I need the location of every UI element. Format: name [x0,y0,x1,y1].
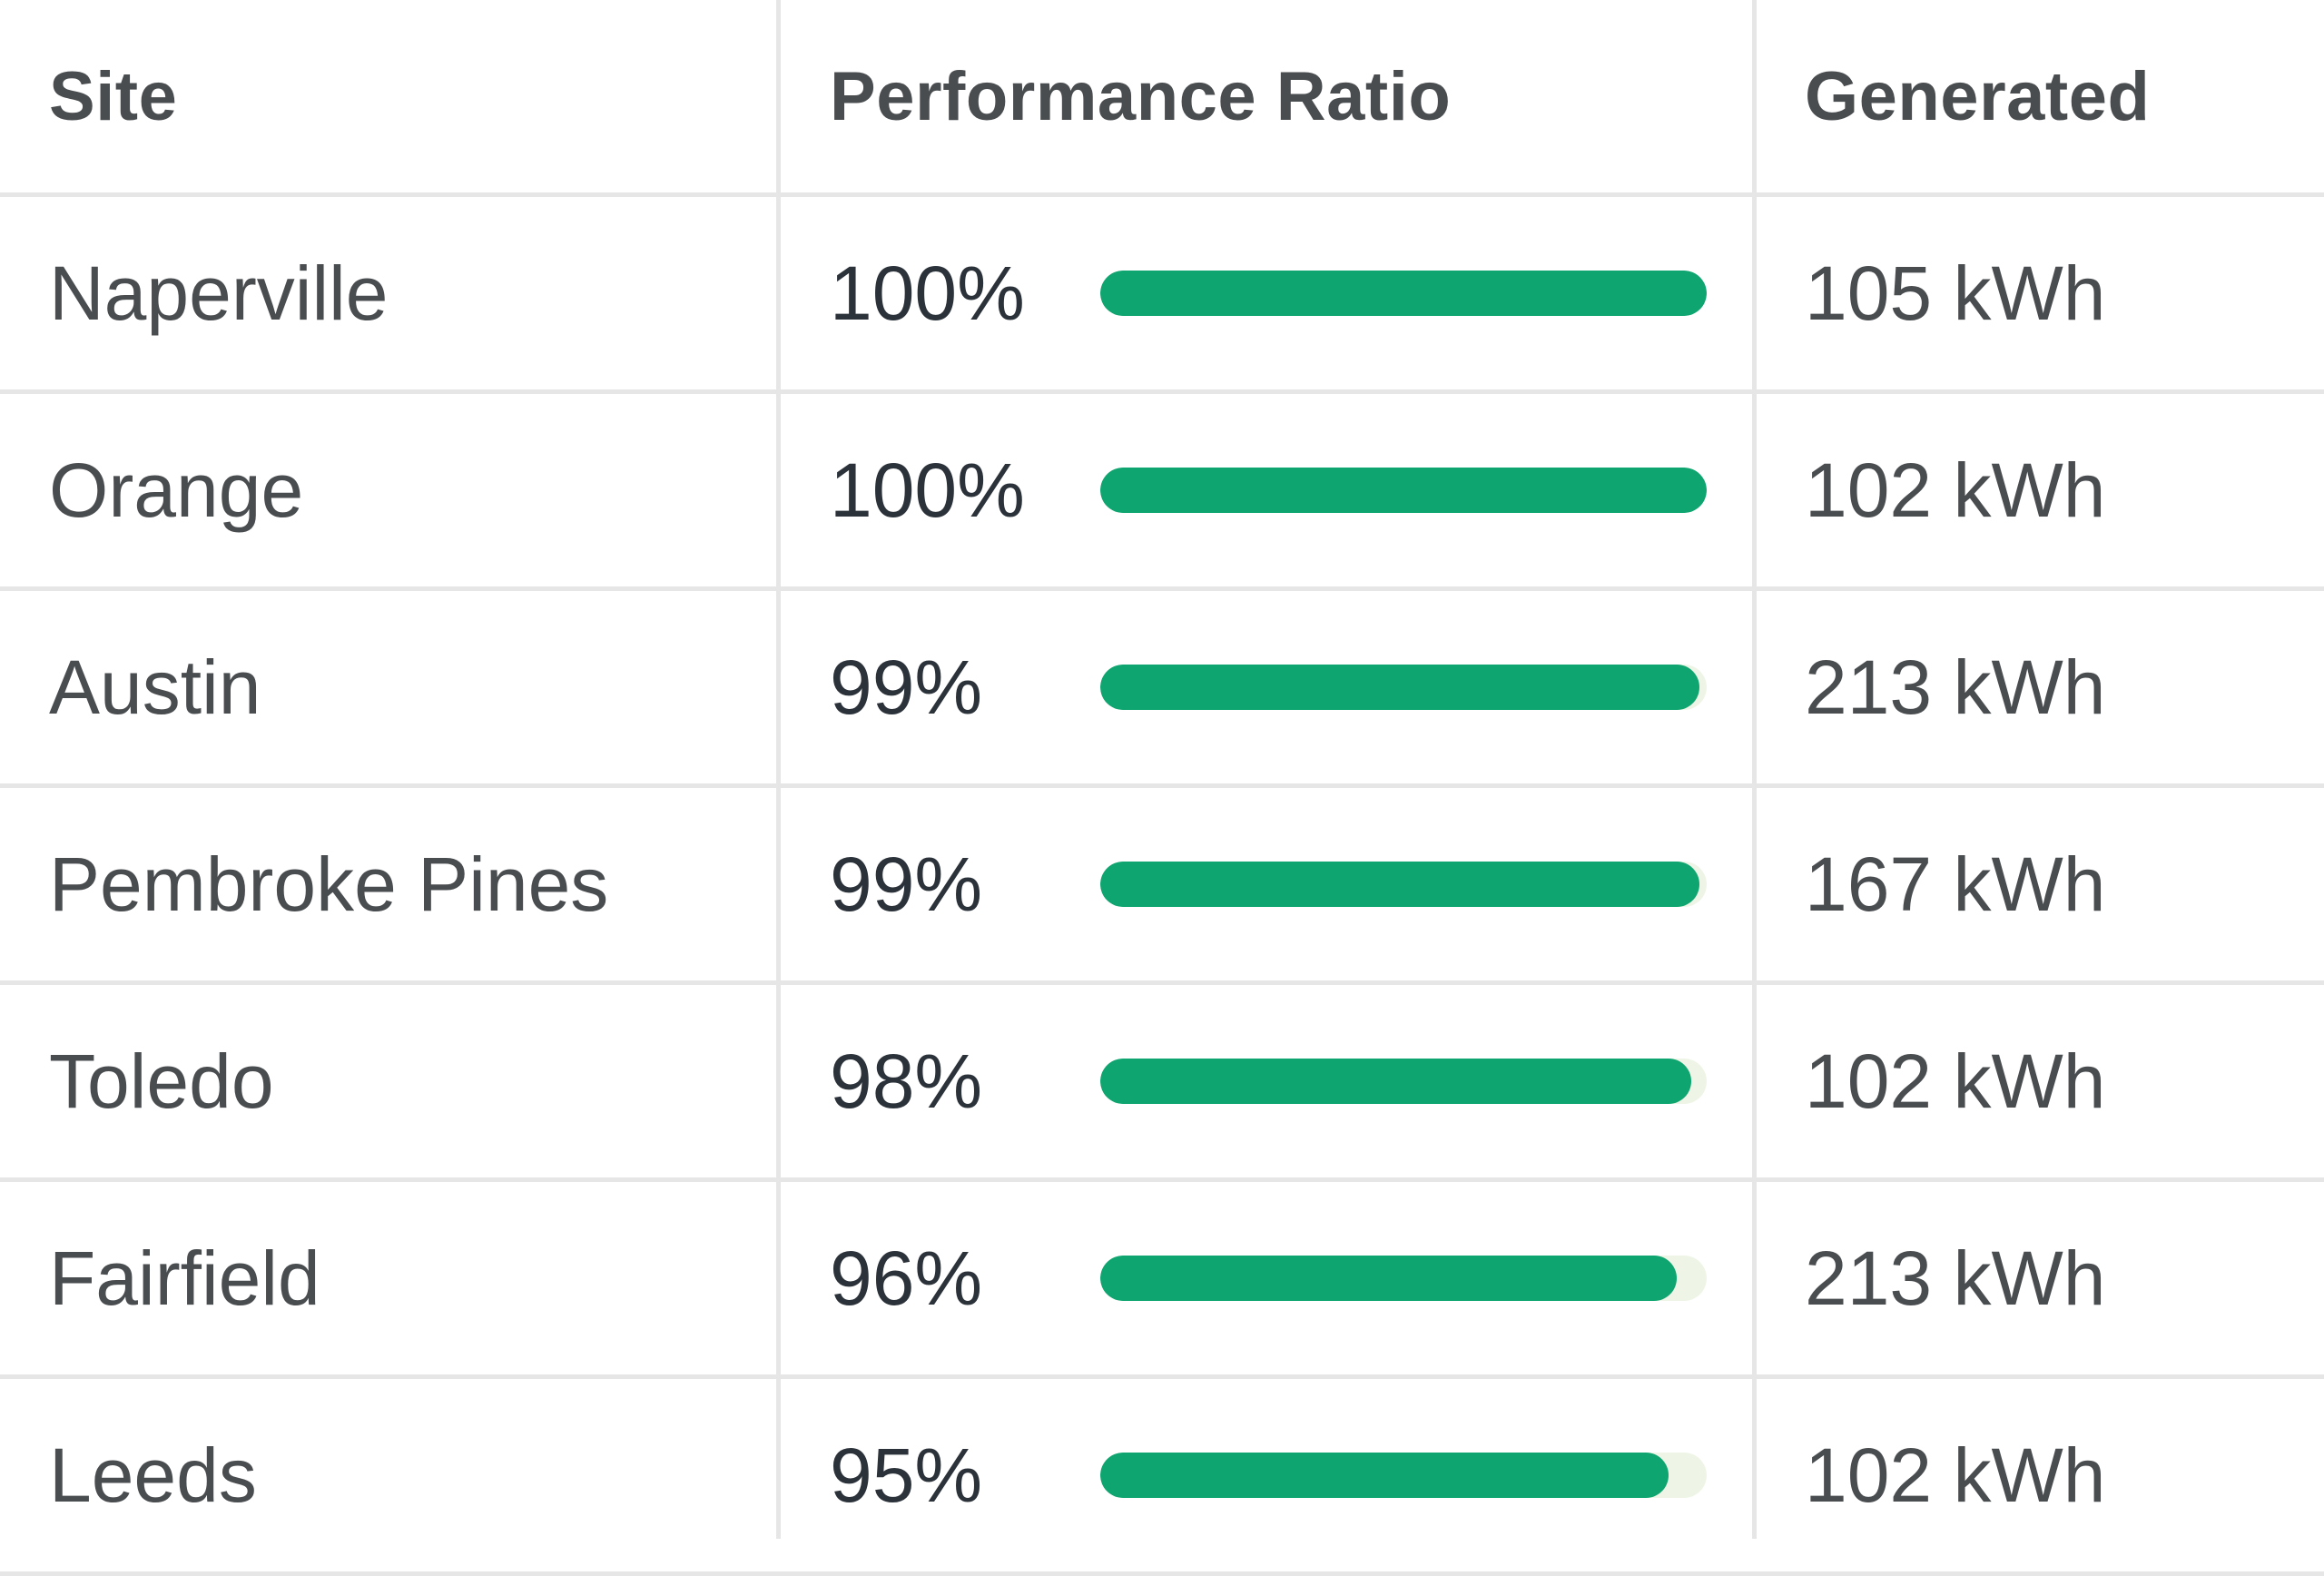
performance-bar-fill [1100,1256,1677,1301]
performance-bar-track [1100,665,1707,710]
performance-bar-fill [1100,1453,1669,1498]
generated-cell: 105 kWh [1805,250,2106,336]
performance-bar-track [1100,271,1707,316]
generated-cell: 102 kWh [1805,1038,2106,1124]
site-cell: Pembroke Pines [49,841,609,927]
table-row[interactable]: Pembroke Pines 99% 167 kWh [0,788,2324,985]
column-header-site[interactable]: Site [49,57,178,135]
column-divider [776,0,781,1539]
site-cell: Leeds [49,1432,257,1518]
site-cell: Naperville [49,250,389,336]
performance-ratio-value: 95% [830,1432,983,1518]
site-cell: Fairfield [49,1235,320,1321]
generated-cell: 167 kWh [1805,841,2106,927]
performance-ratio-value: 96% [830,1235,983,1321]
performance-bar-track [1100,1256,1707,1301]
performance-bar-track [1100,1059,1707,1104]
table-row[interactable]: Orange 100% 102 kWh [0,394,2324,591]
table-header-row: Site Performance Ratio Generated [0,0,2324,197]
performance-bar-track [1100,468,1707,513]
generated-cell: 213 kWh [1805,1235,2106,1321]
site-cell: Toledo [49,1038,274,1124]
performance-cell: 96% [781,1182,1752,1374]
table-row[interactable]: Toledo 98% 102 kWh [0,985,2324,1182]
site-cell: Austin [49,644,261,730]
performance-cell: 100% [781,197,1752,389]
performance-cell: 95% [781,1379,1752,1571]
generated-cell: 102 kWh [1805,447,2106,533]
table-row[interactable]: Naperville 100% 105 kWh [0,197,2324,394]
performance-bar-fill [1100,1059,1692,1104]
table-row[interactable]: Fairfield 96% 213 kWh [0,1182,2324,1379]
performance-ratio-value: 99% [830,841,983,927]
generated-cell: 213 kWh [1805,644,2106,730]
performance-ratio-value: 100% [830,447,1025,533]
table-row[interactable]: Austin 99% 213 kWh [0,591,2324,788]
performance-bar-fill [1100,665,1699,710]
site-cell: Orange [49,447,304,533]
performance-ratio-value: 99% [830,644,983,730]
table-row[interactable]: Leeds 95% 102 kWh [0,1379,2324,1576]
performance-ratio-value: 98% [830,1038,983,1124]
performance-bar-track [1100,1453,1707,1498]
performance-cell: 99% [781,591,1752,783]
performance-cell: 98% [781,985,1752,1177]
performance-bar-fill [1100,862,1699,907]
performance-ratio-value: 100% [830,250,1025,336]
performance-bar-fill [1100,271,1707,316]
performance-bar-track [1100,862,1707,907]
column-header-performance-ratio[interactable]: Performance Ratio [830,57,1452,135]
column-header-generated[interactable]: Generated [1805,57,2151,135]
column-divider [1752,0,1757,1539]
performance-cell: 100% [781,394,1752,586]
performance-cell: 99% [781,788,1752,980]
performance-bar-fill [1100,468,1707,513]
generated-cell: 102 kWh [1805,1432,2106,1518]
